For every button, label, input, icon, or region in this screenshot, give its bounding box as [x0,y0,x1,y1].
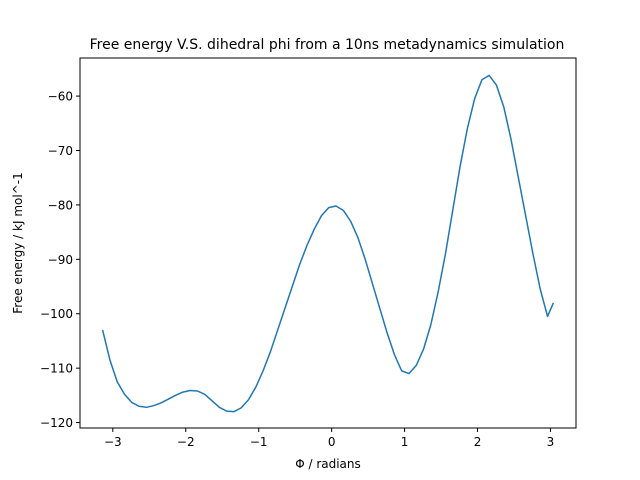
x-tick-label: 3 [547,435,555,449]
series-line [101,74,555,413]
x-tick-label: −2 [177,435,195,449]
x-axis-label: Φ / radians [295,457,361,471]
y-tick-label: −60 [48,90,73,104]
plot-area [101,74,555,413]
x-tick-label: −1 [250,435,268,449]
x-axis: −3 −2 −1 0 1 2 3 [104,428,554,449]
chart-title: Free energy V.S. dihedral phi from a 10n… [90,37,565,53]
y-tick-label: −90 [48,253,73,267]
y-tick-label: −120 [40,416,73,430]
y-tick-label: −100 [40,307,73,321]
y-axis-label: Free energy / kJ mol^-1 [11,172,25,313]
y-tick-label: −70 [48,144,73,158]
x-tick-label: −3 [104,435,122,449]
y-tick-label: −110 [40,362,73,376]
x-tick-label: 1 [401,435,409,449]
axes-frame [79,57,577,429]
x-tick-label: 2 [474,435,482,449]
y-tick-label: −80 [48,198,73,212]
x-tick-label: 0 [328,435,336,449]
y-axis: −120 −110 −100 −90 −80 −70 −60 [40,90,80,430]
